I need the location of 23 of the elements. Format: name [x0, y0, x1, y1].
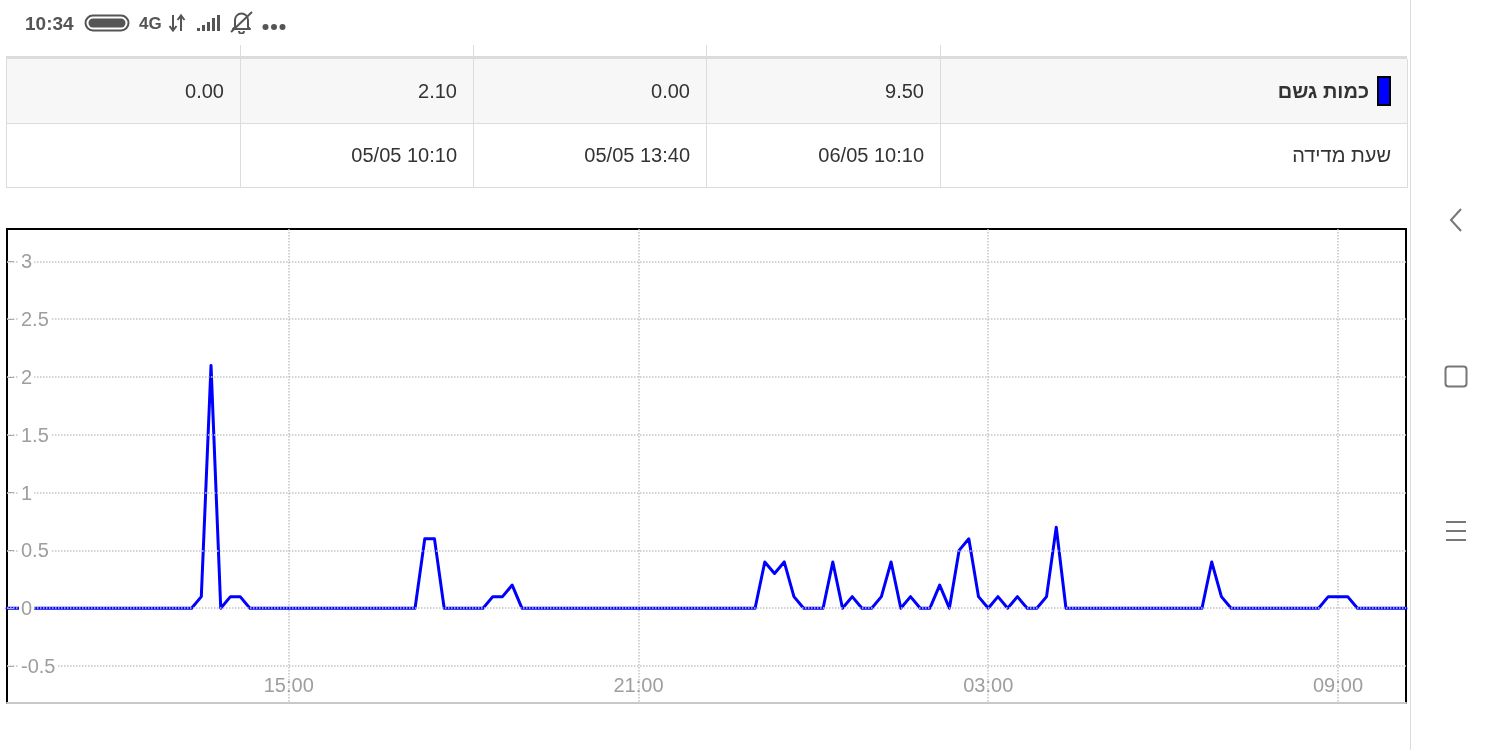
text: כמות גשם — [1277, 79, 1369, 102]
text: 06/05 10:10 — [818, 144, 924, 166]
y-tick-label: 2.5 — [21, 308, 49, 331]
x-tick-label: 21:00 — [613, 674, 664, 696]
text: 0.00 — [651, 79, 690, 102]
y-tick-label: 0 — [21, 597, 33, 620]
x-tick-label: 03:00 — [963, 674, 1014, 696]
y-tick-label: 0.5 — [21, 539, 49, 562]
y-tick-label: -0.5 — [21, 655, 56, 677]
text: 4G — [139, 13, 162, 35]
y-tick-label: 1.5 — [21, 423, 49, 446]
text: שעת מדידה — [1292, 144, 1391, 167]
text: 2.10 — [418, 79, 457, 102]
y-tick-label: 2 — [21, 365, 33, 388]
x-tick-label: 15:00 — [263, 674, 314, 696]
x-tick-label: 09:00 — [1312, 674, 1364, 696]
text: 0.00 — [185, 79, 224, 102]
text: 9.50 — [885, 79, 924, 102]
y-tick-label: 3 — [21, 250, 33, 273]
text: 10:34 — [25, 13, 74, 35]
text: 05/05 10:10 — [351, 144, 457, 166]
y-tick-label: 1 — [21, 481, 33, 504]
text: 05/05 13:40 — [584, 144, 690, 166]
